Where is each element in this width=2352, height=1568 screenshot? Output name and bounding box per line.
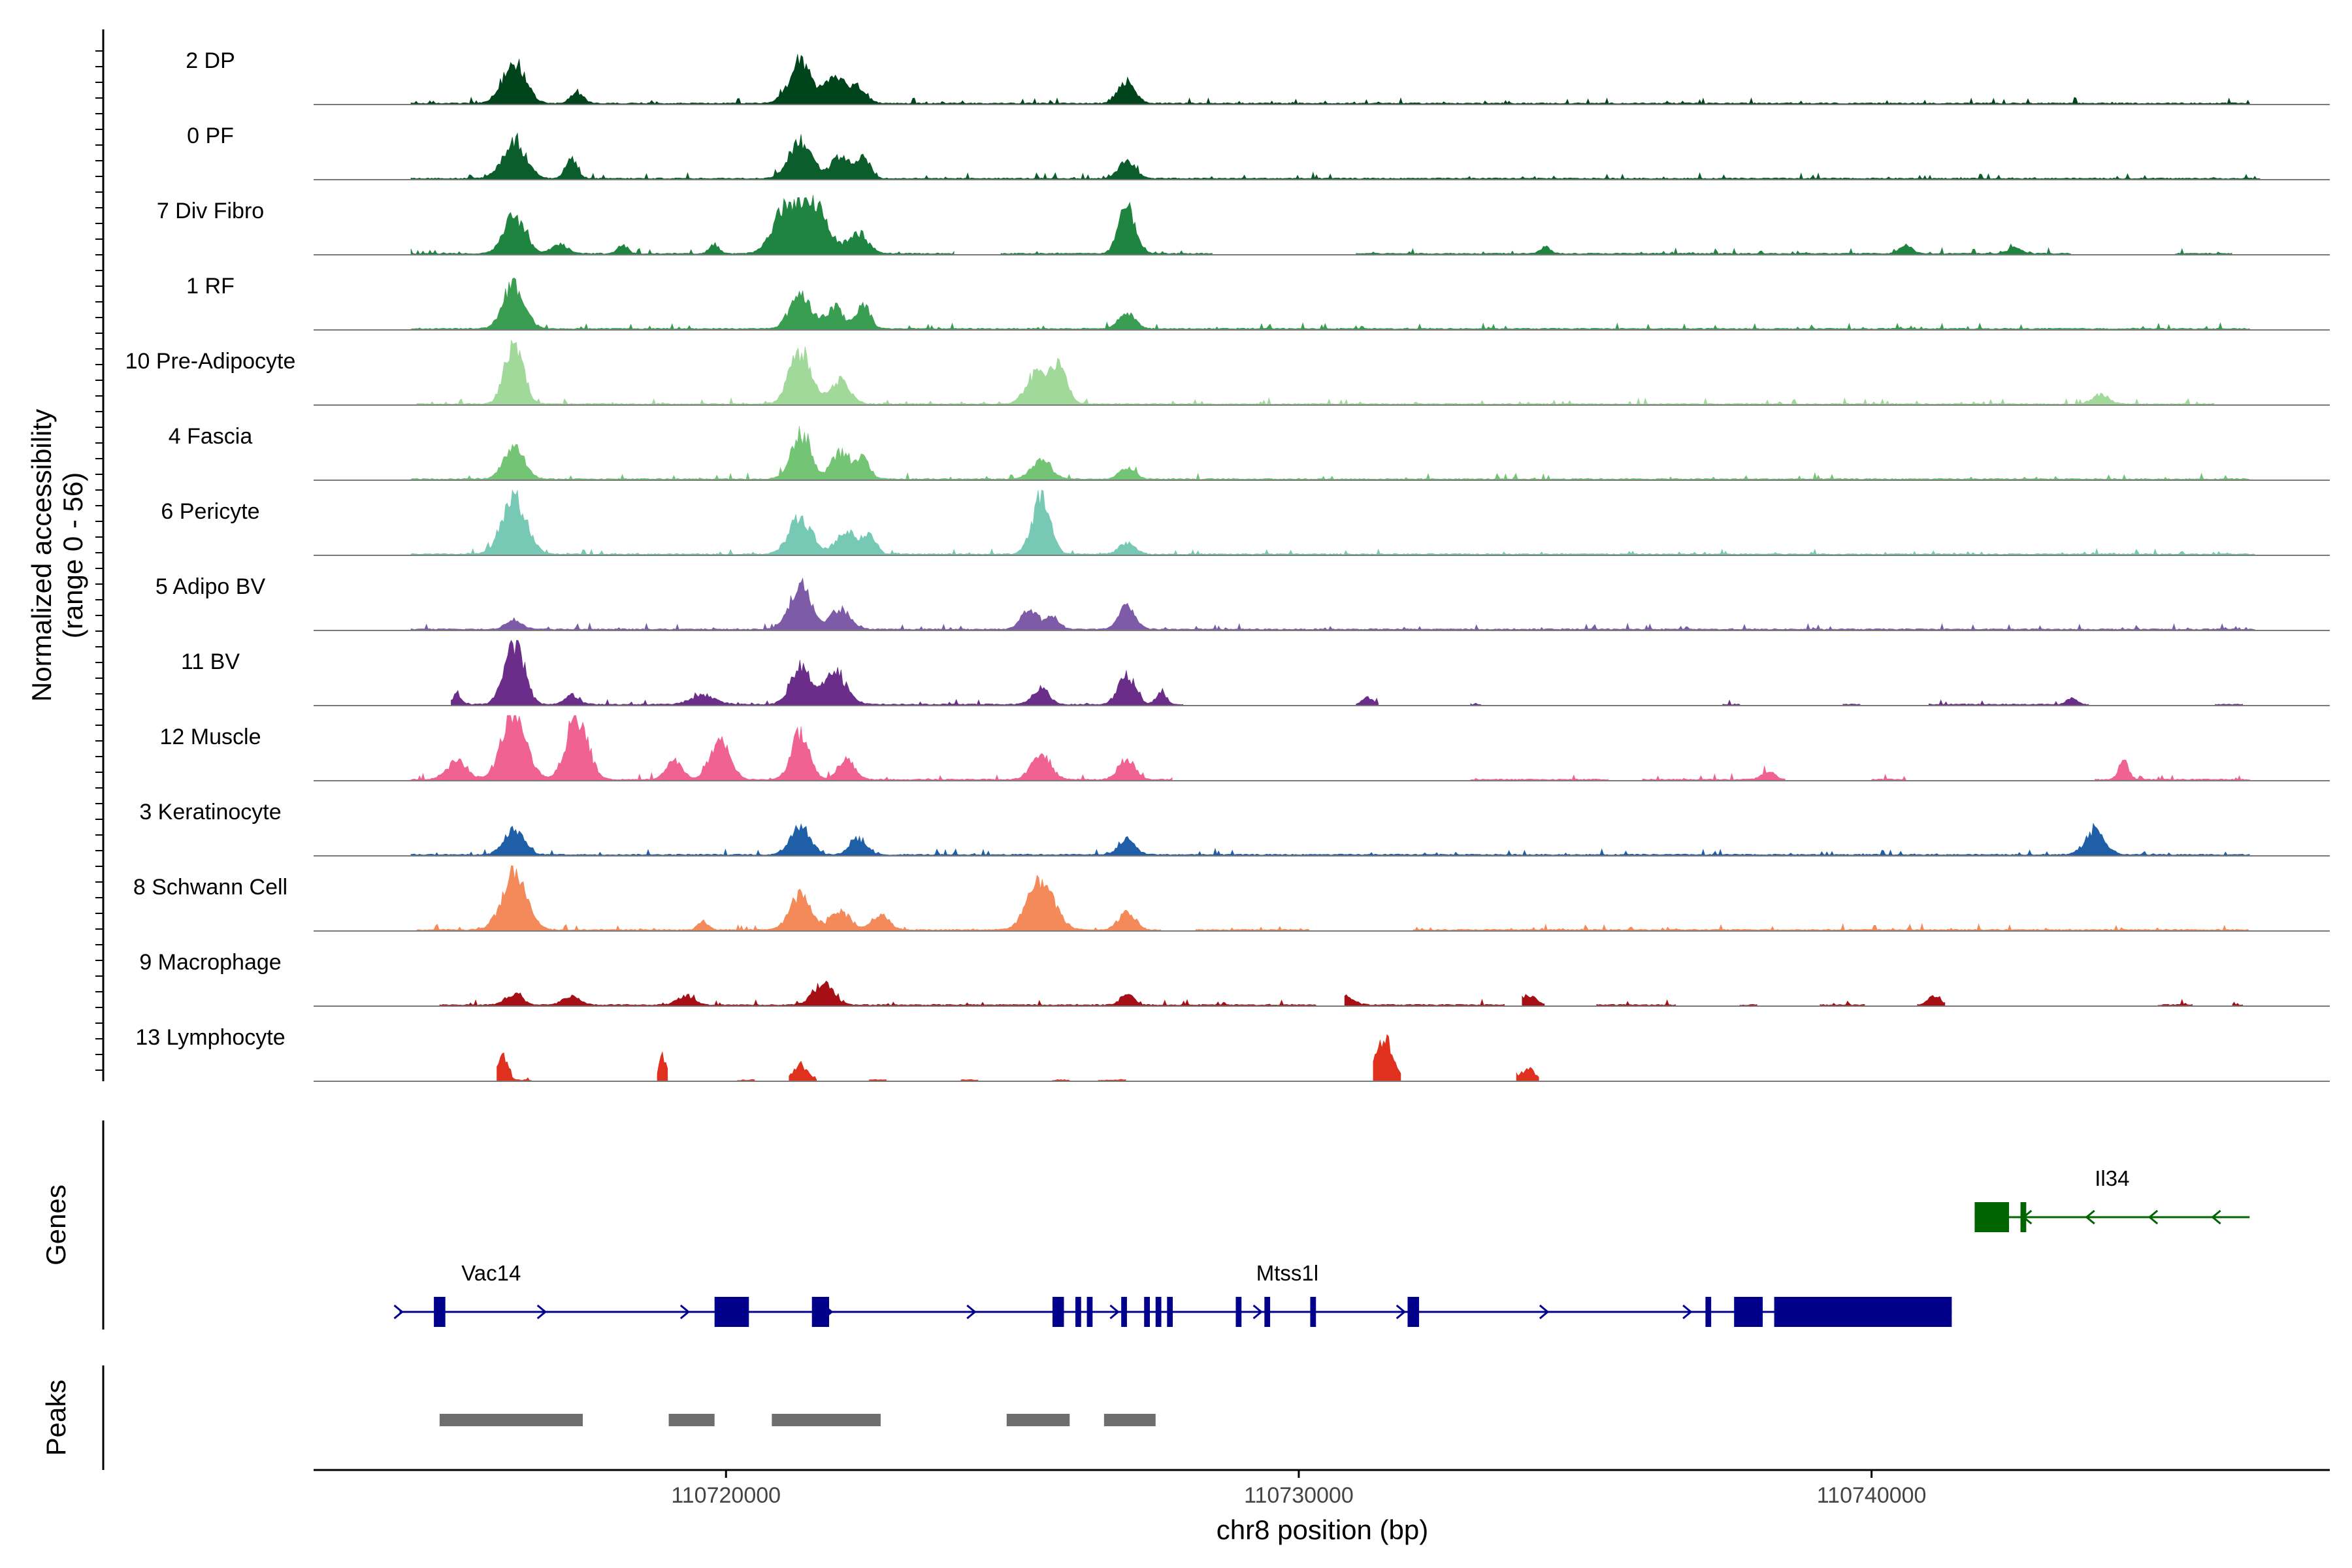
track-label: 1 RF [186, 274, 235, 299]
exon [434, 1297, 446, 1327]
x-axis-title: chr8 position (bp) [1217, 1514, 1429, 1545]
coverage-tracks: 2 DP 0 PF 7 Div Fibro 1 RF 10 Pre-Adipocyte 4… [125, 48, 2330, 1082]
track-11: 3 Keratinocyte [139, 800, 2330, 857]
gene-annotation-panel: Vac14 Mtss1l Il34 [393, 1166, 2250, 1327]
coverage-area [410, 715, 2250, 781]
coverage-area [439, 980, 2243, 1007]
coverage-area [416, 339, 2215, 406]
x-tick-label: 110720000 [671, 1483, 781, 1508]
exon [1974, 1202, 2010, 1232]
track-2: 0 PF [187, 123, 2330, 180]
strand-chevron [2148, 1209, 2159, 1225]
exon [1734, 1297, 1763, 1327]
strand-chevron [1396, 1304, 1407, 1320]
track-13: 9 Macrophage [139, 950, 2330, 1007]
exon [1264, 1297, 1271, 1327]
track-label: 4 Fascia [169, 424, 253, 449]
track-label: 2 DP [186, 48, 235, 73]
gene-label: Il34 [2095, 1166, 2129, 1190]
track-5: 10 Pre-Adipocyte [125, 339, 2330, 406]
peak-region [439, 1414, 583, 1426]
track-7: 6 Pericyte [161, 489, 2330, 556]
track-label: 6 Pericyte [161, 499, 259, 524]
exon [1310, 1297, 1316, 1327]
exon [1121, 1297, 1127, 1327]
strand-chevron [2211, 1209, 2221, 1225]
track-6: 4 Fascia [169, 424, 2330, 481]
exon [1167, 1297, 1173, 1327]
exon [811, 1297, 830, 1327]
coverage-area [497, 1034, 1539, 1082]
track-label: 7 Div Fibro [157, 199, 264, 223]
strand-chevron [966, 1304, 977, 1320]
exon [1774, 1297, 1952, 1327]
exon [2020, 1202, 2027, 1232]
strand-chevron [393, 1304, 404, 1320]
coverage-area [451, 640, 2243, 706]
coverage-area [410, 489, 2255, 556]
strand-chevron [2085, 1209, 2095, 1225]
track-label: 8 Schwann Cell [133, 875, 287, 900]
exon [1052, 1297, 1064, 1327]
gene-label: Mtss1l [1256, 1261, 1318, 1285]
peak-region [1103, 1414, 1156, 1426]
coverage-area [410, 195, 2232, 255]
x-tick-label: 110730000 [1244, 1483, 1354, 1508]
track-12: 8 Schwann Cell [133, 865, 2330, 932]
peak-region [1006, 1414, 1070, 1426]
strand-chevron [679, 1304, 691, 1320]
exon [1075, 1297, 1081, 1327]
y-axis-range: (range 0 - 56) [57, 472, 88, 638]
strand-chevron [1252, 1304, 1263, 1320]
coverage-area [410, 823, 2250, 857]
track-3: 7 Div Fibro [157, 195, 2330, 255]
y-axis-title: Normalized accessibility [26, 409, 57, 702]
track-label: 9 Macrophage [139, 950, 281, 975]
exon [1144, 1297, 1150, 1327]
coverage-area [416, 865, 2249, 932]
coverage-area [410, 277, 2250, 331]
track-label: 10 Pre-Adipocyte [125, 349, 296, 374]
track-label: 11 BV [181, 649, 240, 674]
coverage-area [410, 577, 2255, 631]
exon [1705, 1297, 1712, 1327]
coverage-area [410, 54, 2250, 105]
track-label: 12 Muscle [160, 725, 261, 749]
exon [1235, 1297, 1242, 1327]
gene-mtss1l: Mtss1l [1121, 1261, 1952, 1327]
gene-vac14: Vac14 [393, 1261, 1952, 1327]
exon [1155, 1297, 1162, 1327]
exon [714, 1297, 749, 1327]
exon [1086, 1297, 1093, 1327]
x-axis-ticks: 110720000 110730000 110740000 [671, 1470, 1926, 1508]
track-label: 3 Keratinocyte [139, 800, 281, 825]
y-minor-ticks [95, 50, 103, 1071]
strand-chevron [1682, 1304, 1693, 1320]
track-label: 5 Adipo BV [155, 574, 266, 599]
track-8: 5 Adipo BV [155, 574, 2330, 631]
track-10: 12 Muscle [160, 715, 2330, 781]
track-9: 11 BV [181, 640, 2330, 706]
gene-label: Vac14 [461, 1261, 521, 1285]
genes-panel-title: Genes [41, 1184, 71, 1266]
exon [1407, 1297, 1420, 1327]
track-1: 2 DP [186, 48, 2330, 105]
peak-region [772, 1414, 881, 1426]
gene-il34: Il34 [1974, 1166, 2250, 1232]
peaks-panel-title: Peaks [41, 1380, 71, 1456]
coverage-area [410, 426, 2250, 481]
track-4: 1 RF [186, 274, 2330, 331]
strand-chevron [1109, 1304, 1120, 1320]
strand-chevron [1539, 1304, 1550, 1320]
x-tick-label: 110740000 [1817, 1483, 1927, 1508]
track-14: 13 Lymphocyte [135, 1025, 2330, 1082]
peak-panel [439, 1414, 1156, 1426]
peak-region [668, 1414, 715, 1426]
coverage-area [410, 132, 2261, 180]
strand-chevron [536, 1304, 547, 1320]
track-label: 0 PF [187, 123, 234, 148]
track-label: 13 Lymphocyte [135, 1025, 285, 1050]
